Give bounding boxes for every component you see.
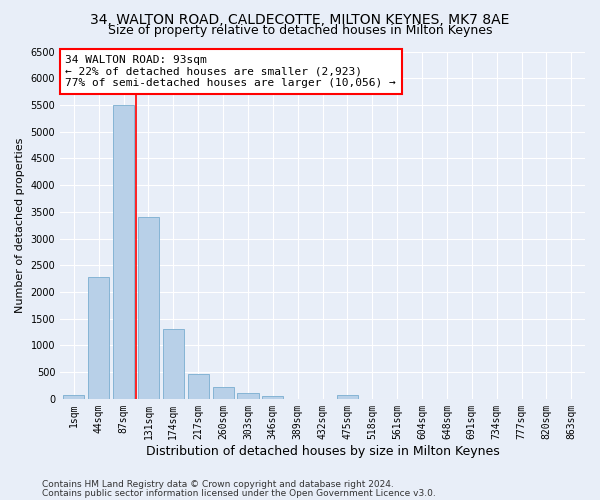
Bar [113, 105, 134, 399]
Text: Contains public sector information licensed under the Open Government Licence v3: Contains public sector information licen… [42, 489, 436, 498]
Bar [262, 396, 283, 399]
Bar [188, 374, 209, 399]
X-axis label: Distribution of detached houses by size in Milton Keynes: Distribution of detached houses by size … [146, 444, 499, 458]
Text: Contains HM Land Registry data © Crown copyright and database right 2024.: Contains HM Land Registry data © Crown c… [42, 480, 394, 489]
Bar [88, 277, 109, 399]
Bar [238, 393, 259, 399]
Bar [138, 217, 159, 399]
Text: 34 WALTON ROAD: 93sqm
← 22% of detached houses are smaller (2,923)
77% of semi-d: 34 WALTON ROAD: 93sqm ← 22% of detached … [65, 55, 396, 88]
Text: 34, WALTON ROAD, CALDECOTTE, MILTON KEYNES, MK7 8AE: 34, WALTON ROAD, CALDECOTTE, MILTON KEYN… [91, 12, 509, 26]
Bar [163, 329, 184, 399]
Y-axis label: Number of detached properties: Number of detached properties [15, 138, 25, 313]
Bar [337, 396, 358, 399]
Text: Size of property relative to detached houses in Milton Keynes: Size of property relative to detached ho… [108, 24, 492, 37]
Bar [212, 387, 233, 399]
Bar [63, 395, 85, 399]
